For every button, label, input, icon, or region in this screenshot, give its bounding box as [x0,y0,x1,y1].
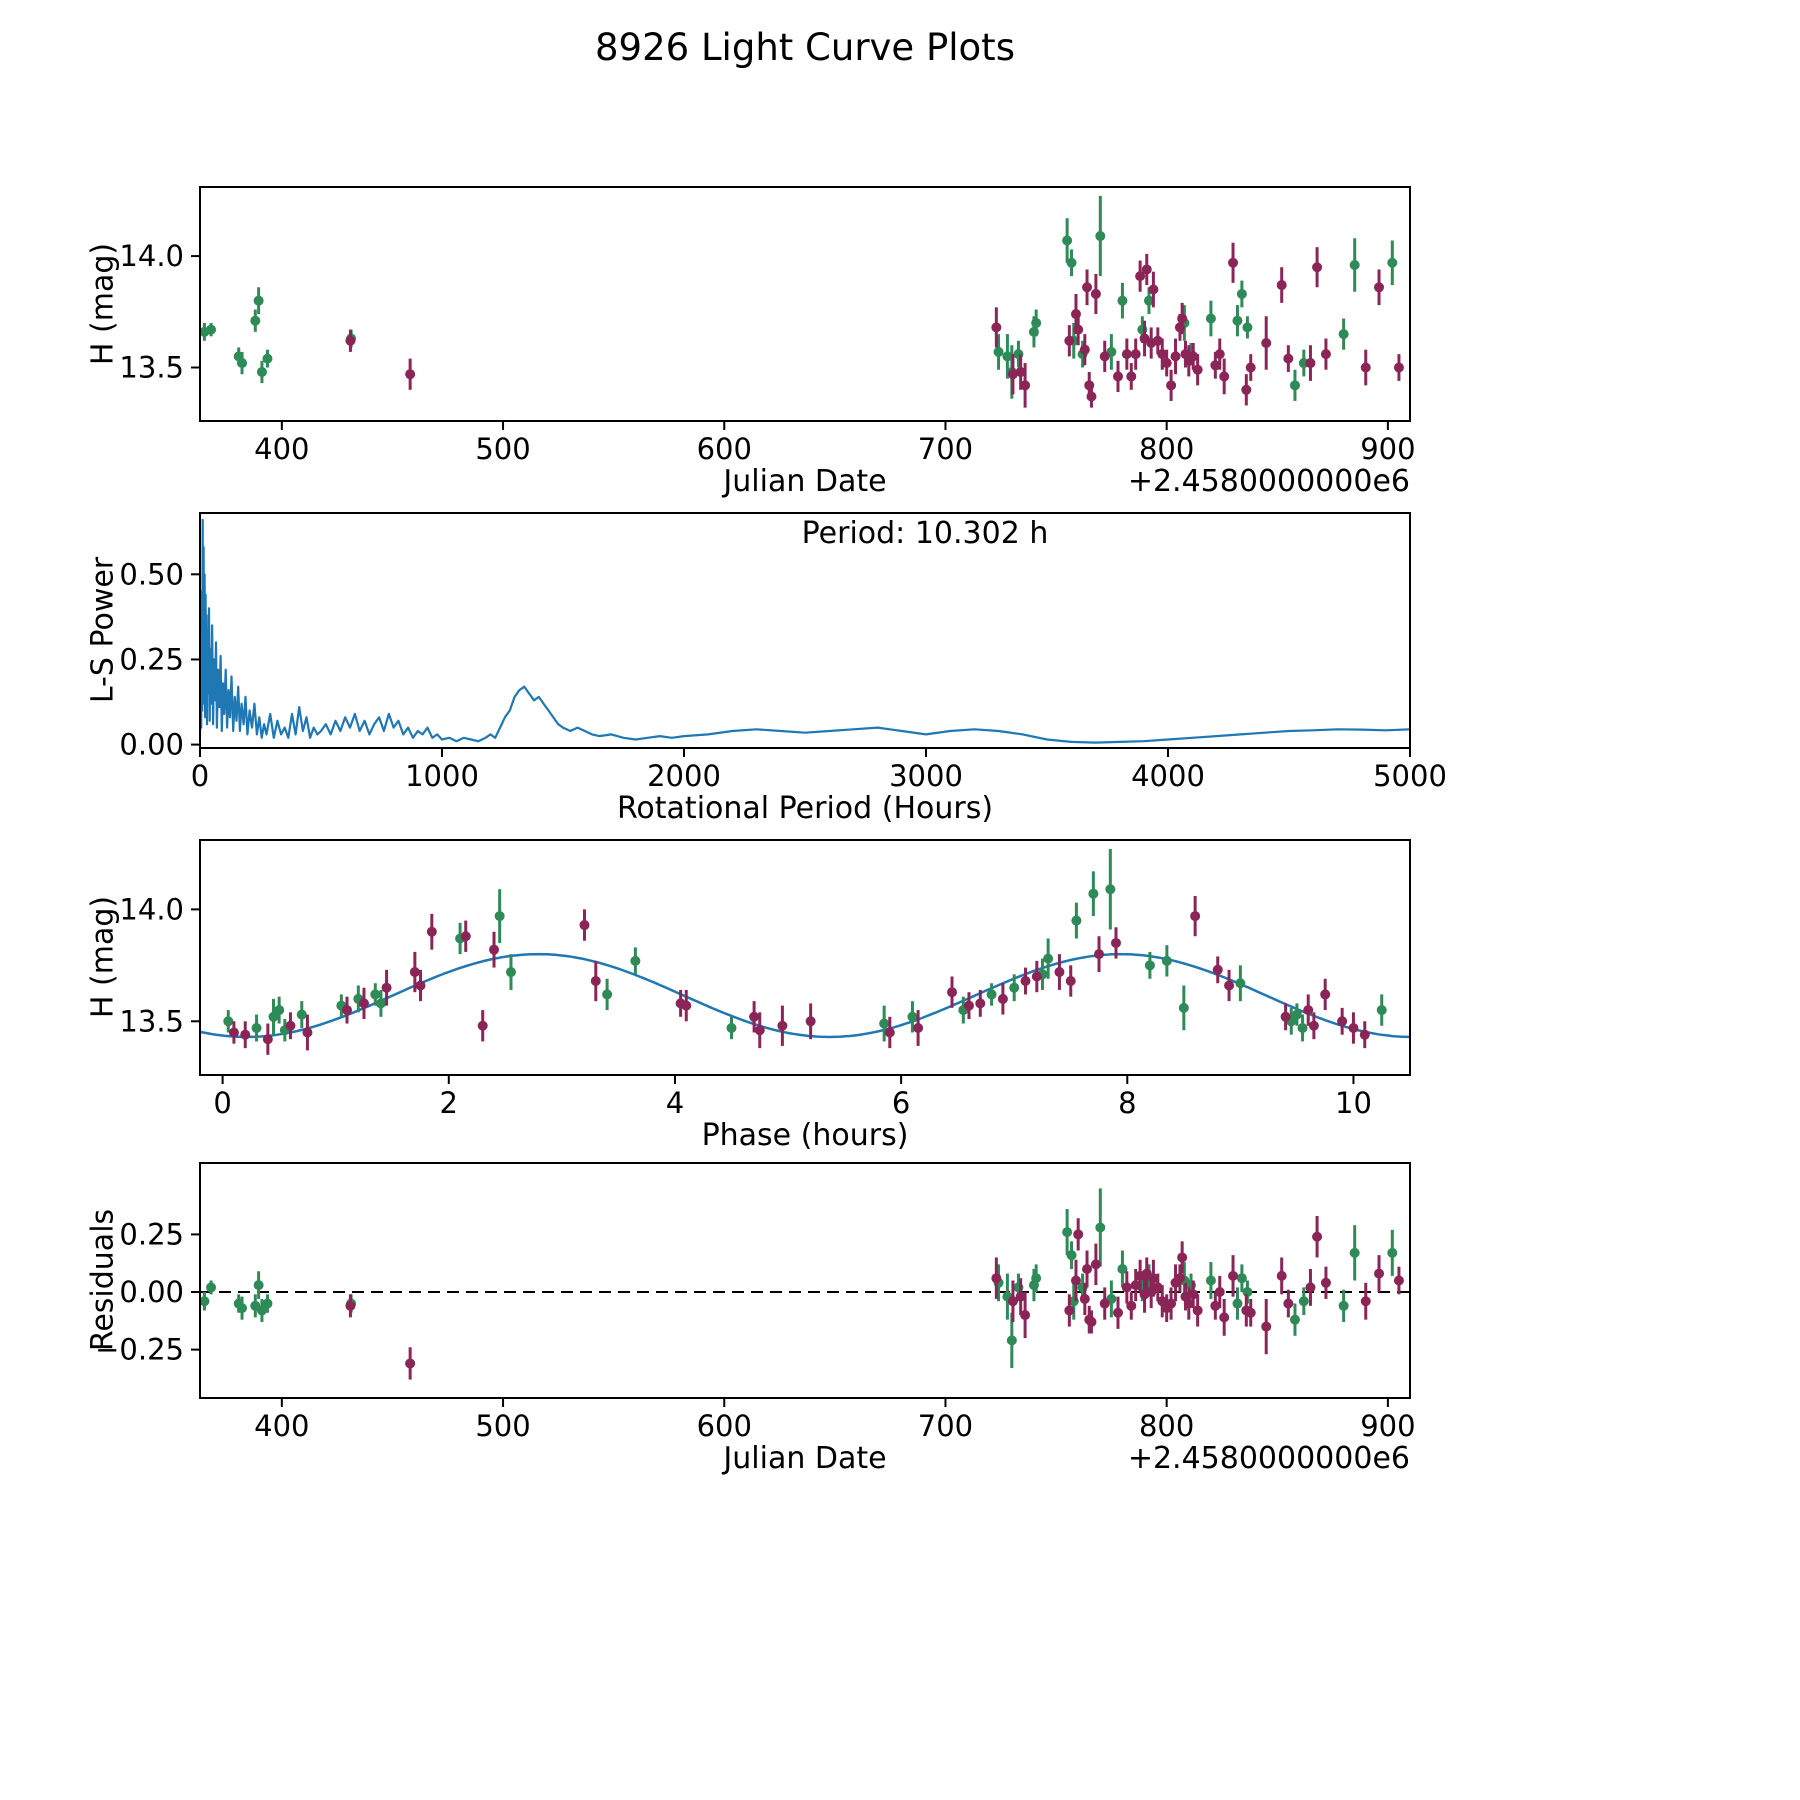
period-annotation: Period: 10.302 h [801,516,1049,551]
svg-text:8: 8 [1118,1086,1136,1120]
svg-text:−0.25: −0.25 [95,1333,184,1367]
svg-text:6: 6 [892,1086,910,1120]
svg-text:900: 900 [1360,1409,1415,1443]
svg-text:0.25: 0.25 [119,1217,184,1251]
svg-text:600: 600 [697,432,752,466]
lightcurve-xlabel: Julian Date [723,464,887,499]
svg-text:800: 800 [1139,1409,1194,1443]
svg-text:5000: 5000 [1373,759,1447,793]
svg-text:14.0: 14.0 [119,239,184,273]
periodogram-xlabel: Rotational Period (Hours) [616,791,994,826]
svg-text:4000: 4000 [1131,759,1205,793]
periodogram-ylabel: L-S Power [85,556,121,704]
residuals-ylabel: Residuals [85,1208,121,1352]
svg-text:2: 2 [440,1086,458,1120]
svg-text:500: 500 [475,1409,530,1443]
svg-text:2000: 2000 [647,759,721,793]
residuals-xlabel: Julian Date [723,1441,887,1476]
svg-text:0: 0 [191,759,209,793]
svg-text:500: 500 [475,432,530,466]
svg-text:14.0: 14.0 [119,892,184,926]
figure-title: 8926 Light Curve Plots [595,26,1015,69]
svg-text:3000: 3000 [889,759,963,793]
svg-text:600: 600 [697,1409,752,1443]
svg-text:900: 900 [1360,432,1415,466]
svg-text:0.50: 0.50 [119,557,184,591]
svg-text:13.5: 13.5 [119,1004,184,1038]
svg-text:400: 400 [254,432,309,466]
svg-text:700: 700 [918,432,973,466]
light-curve-panel: 400 500 600 700 800 900 13.5 14.0 [119,186,1416,466]
svg-text:10: 10 [1335,1086,1372,1120]
residuals-panel: 400 500 600 700 800 900 −0.25 0.00 0.25 [95,1162,1416,1443]
periodogram-panel: 0 1000 2000 3000 4000 5000 0.00 0.25 0.50 [119,512,1447,793]
phase-curve-panel: 0 2 4 6 8 10 13.5 14.0 [119,839,1411,1120]
svg-text:0.00: 0.00 [119,1275,184,1309]
svg-text:0.00: 0.00 [119,728,184,762]
lightcurve-axis-offset-text: +2.4580000000e6 [1127,464,1410,499]
phase-xlabel: Phase (hours) [701,1118,909,1153]
phase-ylabel: H (mag) [85,895,121,1019]
svg-text:400: 400 [254,1409,309,1443]
svg-text:4: 4 [666,1086,684,1120]
lightcurve-ylabel: H (mag) [85,242,121,366]
svg-text:0: 0 [213,1086,231,1120]
svg-text:800: 800 [1139,432,1194,466]
svg-text:0.25: 0.25 [119,642,184,676]
residuals-axis-offset-text: +2.4580000000e6 [1127,1441,1410,1476]
svg-text:1000: 1000 [405,759,479,793]
svg-text:700: 700 [918,1409,973,1443]
svg-text:13.5: 13.5 [119,351,184,385]
